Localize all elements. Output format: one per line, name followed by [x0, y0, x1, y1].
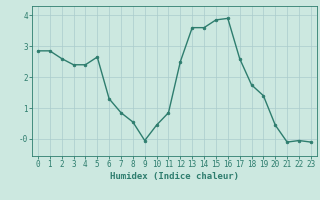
- X-axis label: Humidex (Indice chaleur): Humidex (Indice chaleur): [110, 172, 239, 181]
